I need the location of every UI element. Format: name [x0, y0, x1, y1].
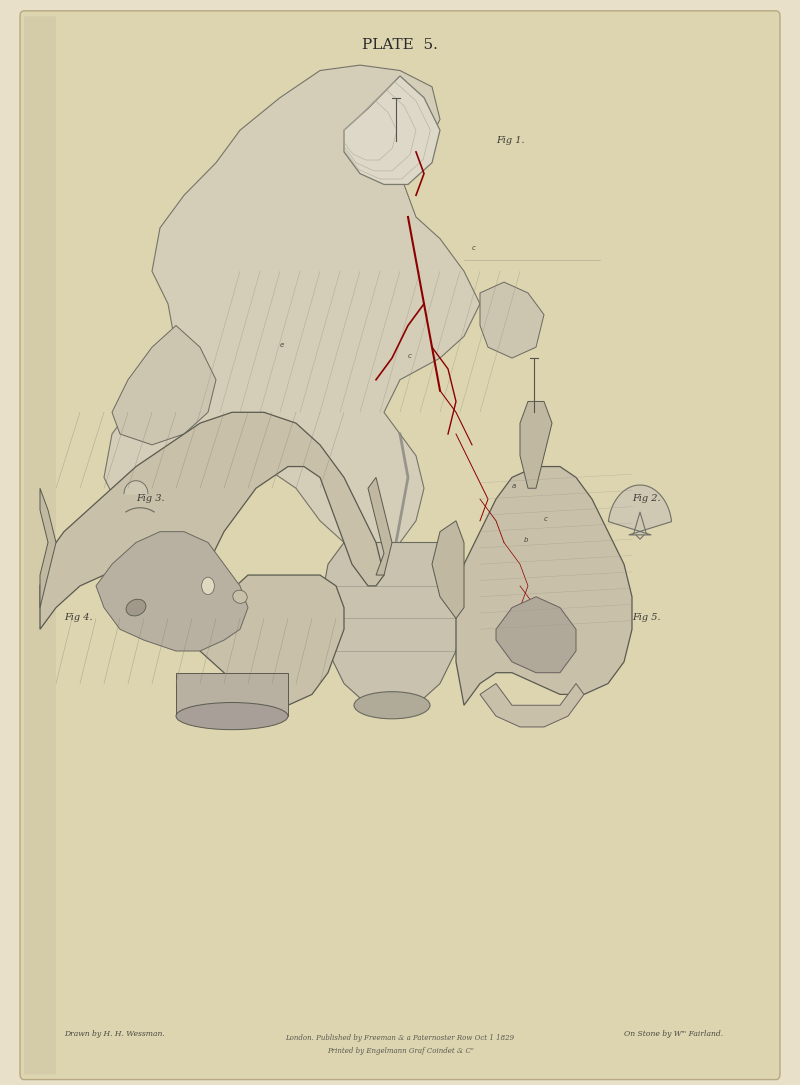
Polygon shape [176, 673, 288, 716]
FancyBboxPatch shape [24, 16, 56, 1074]
Text: On Stone by Wᵐ Fairland.: On Stone by Wᵐ Fairland. [624, 1031, 723, 1038]
FancyBboxPatch shape [20, 11, 780, 1080]
Text: e: e [280, 342, 284, 348]
Polygon shape [496, 597, 576, 673]
Text: London. Published by Freeman & a Paternoster Row Oct 1 1829: London. Published by Freeman & a Paterno… [286, 1034, 514, 1042]
Polygon shape [608, 485, 672, 535]
Text: c: c [544, 515, 548, 522]
Text: PLATE  5.: PLATE 5. [362, 38, 438, 52]
Polygon shape [40, 488, 56, 608]
Text: a: a [512, 483, 516, 489]
Ellipse shape [126, 599, 146, 616]
Polygon shape [344, 76, 440, 184]
Polygon shape [368, 477, 392, 575]
Text: Fig 4.: Fig 4. [64, 613, 93, 622]
Text: Fig 2.: Fig 2. [632, 494, 661, 502]
Polygon shape [112, 326, 216, 445]
Polygon shape [40, 412, 384, 705]
Circle shape [202, 577, 214, 595]
Text: Printed by Engelmann Graf Coindet & Cᵒ: Printed by Engelmann Graf Coindet & Cᵒ [326, 1047, 474, 1055]
Ellipse shape [354, 692, 430, 718]
Polygon shape [520, 401, 552, 488]
Polygon shape [456, 467, 632, 705]
Polygon shape [480, 684, 584, 727]
Text: b: b [524, 537, 529, 544]
Text: Fig 5.: Fig 5. [632, 613, 661, 622]
Text: Fig 1.: Fig 1. [496, 136, 525, 144]
Polygon shape [86, 487, 198, 574]
Text: c: c [408, 353, 412, 359]
Polygon shape [104, 65, 480, 553]
Text: Drawn by H. H. Wessman.: Drawn by H. H. Wessman. [64, 1031, 165, 1038]
Ellipse shape [233, 590, 247, 603]
Polygon shape [96, 532, 248, 651]
Polygon shape [480, 282, 544, 358]
Text: c: c [472, 244, 476, 251]
Ellipse shape [176, 703, 288, 729]
Polygon shape [432, 521, 464, 618]
Polygon shape [320, 542, 464, 705]
Text: Fig 3.: Fig 3. [136, 494, 165, 502]
